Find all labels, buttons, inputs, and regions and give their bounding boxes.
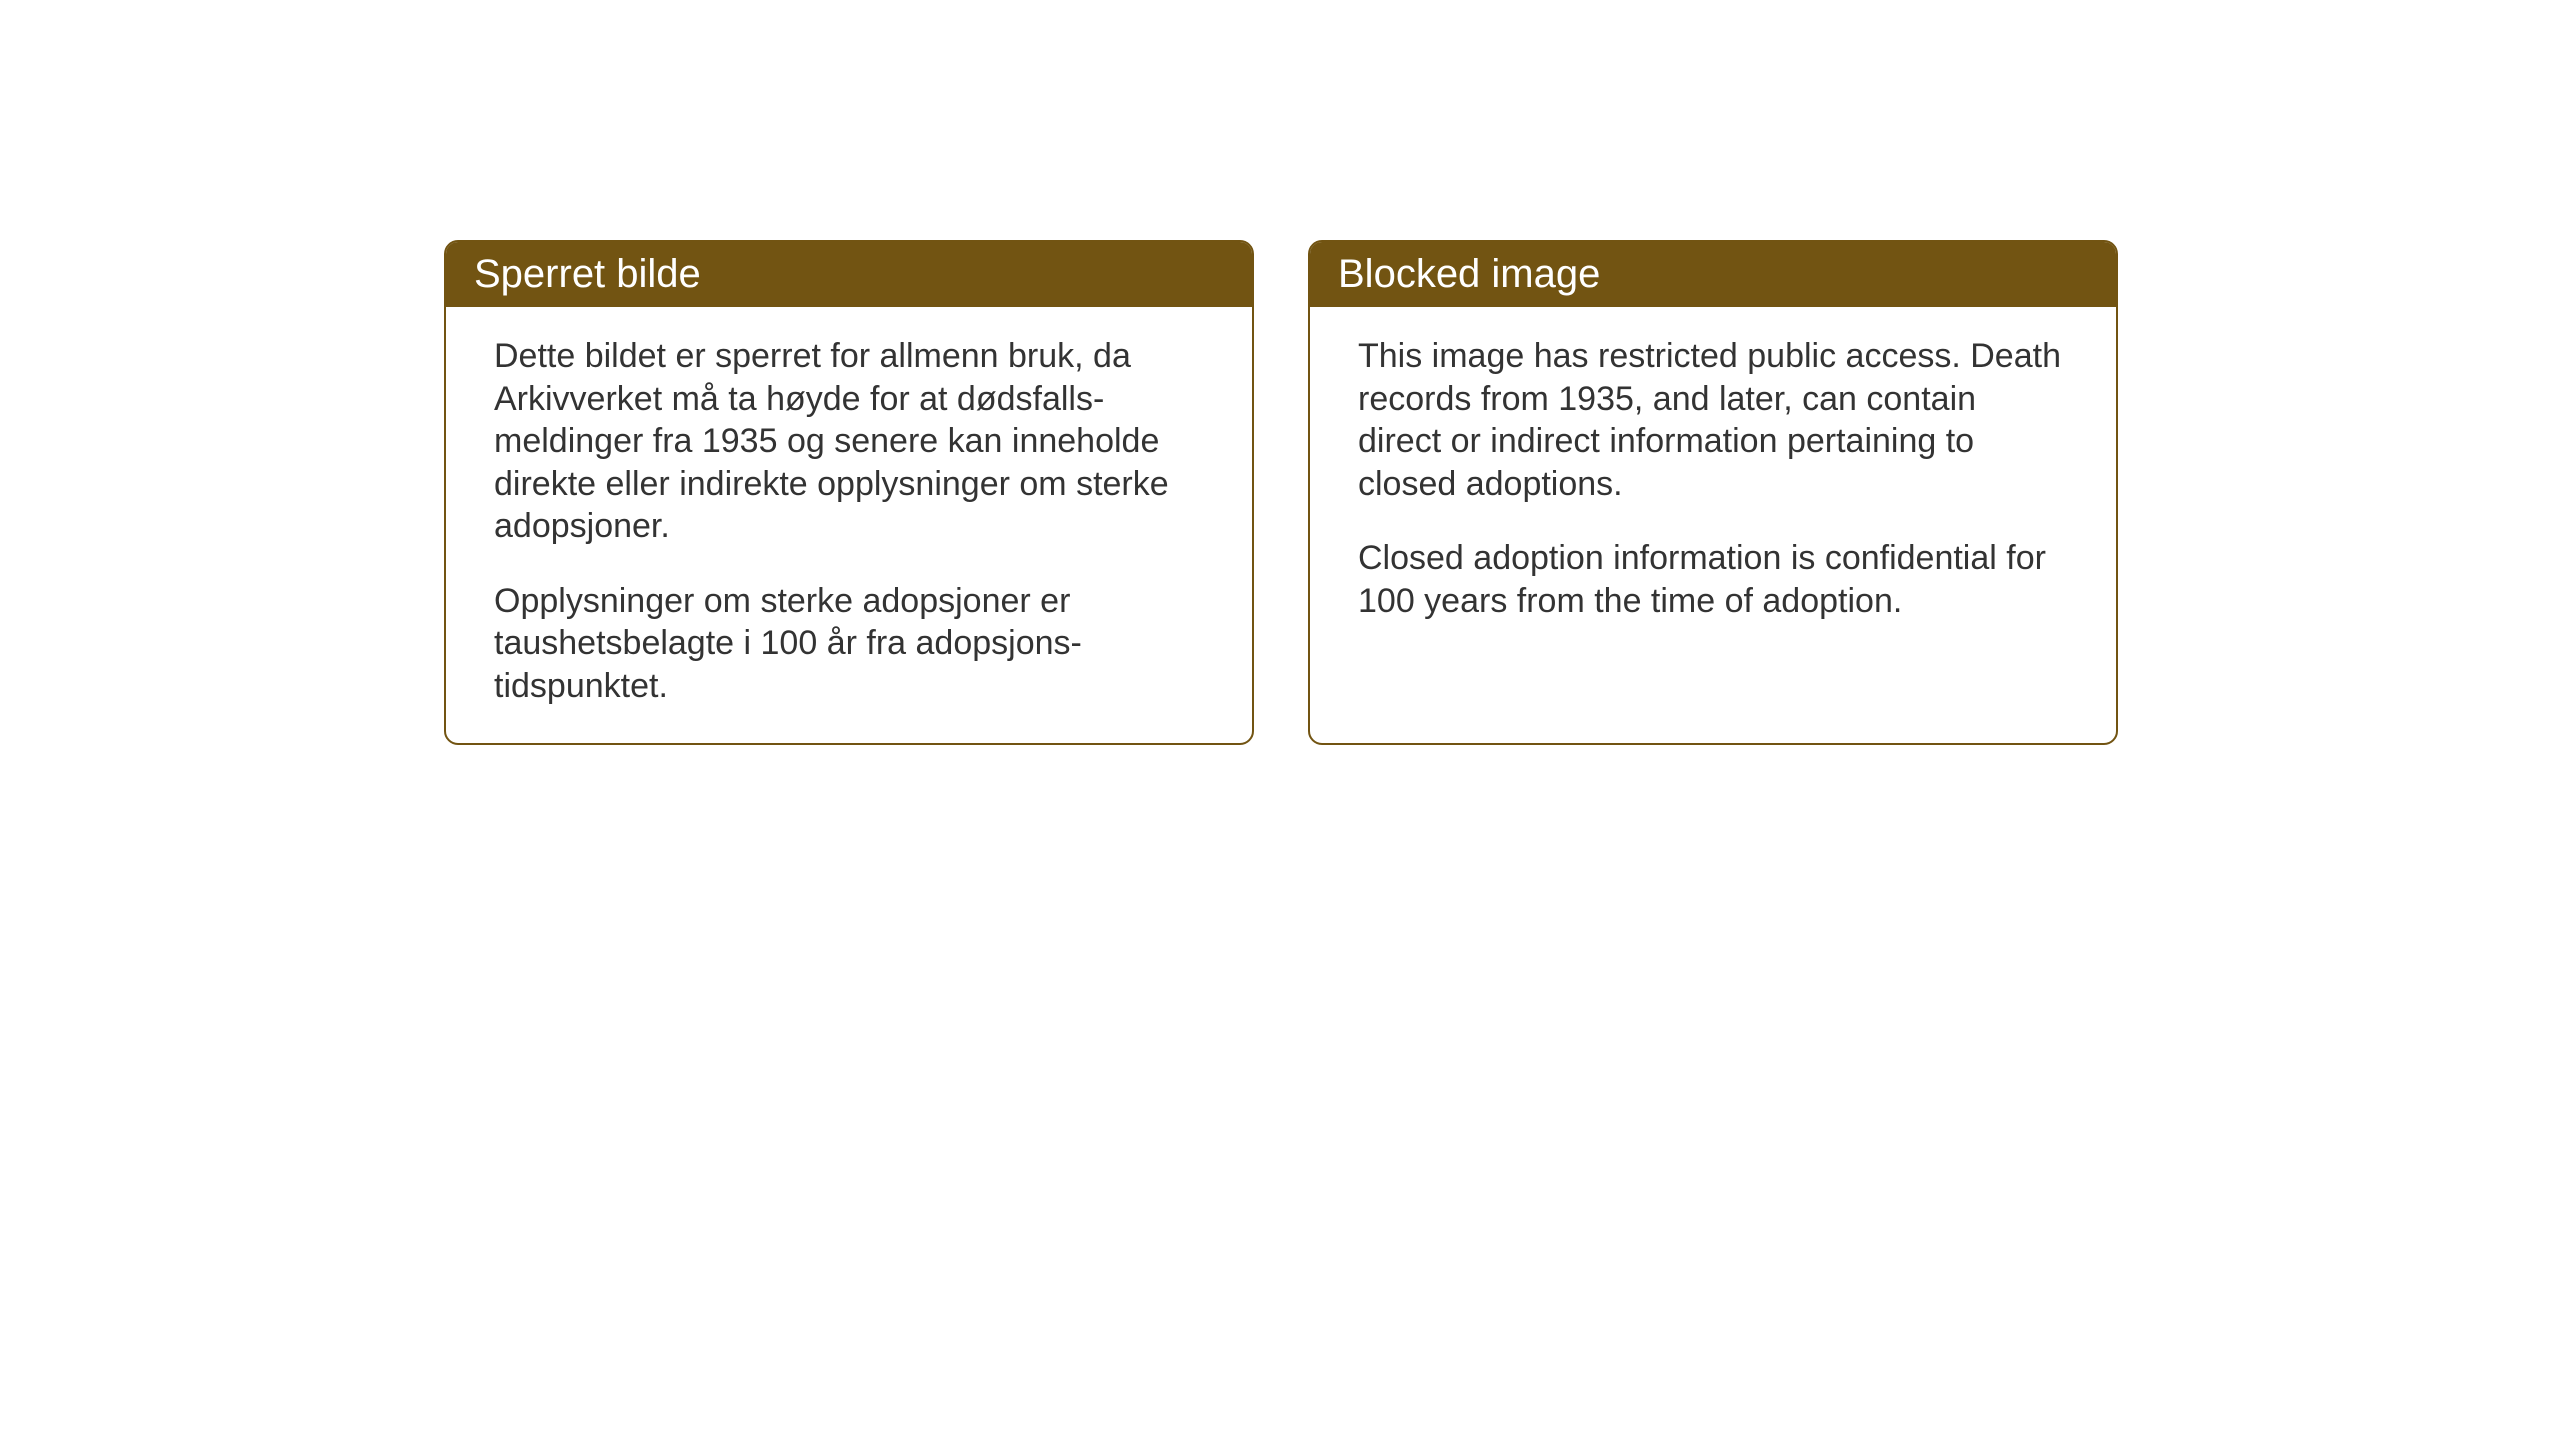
norwegian-paragraph-2: Opplysninger om sterke adopsjoner er tau… (494, 580, 1204, 708)
norwegian-paragraph-1: Dette bildet er sperret for allmenn bruk… (494, 335, 1204, 548)
norwegian-card-title: Sperret bilde (446, 242, 1252, 307)
notice-cards-container: Sperret bilde Dette bildet er sperret fo… (444, 240, 2118, 745)
english-card-body: This image has restricted public access.… (1310, 307, 2116, 717)
english-paragraph-1: This image has restricted public access.… (1358, 335, 2068, 505)
english-notice-card: Blocked image This image has restricted … (1308, 240, 2118, 745)
norwegian-notice-card: Sperret bilde Dette bildet er sperret fo… (444, 240, 1254, 745)
english-card-title: Blocked image (1310, 242, 2116, 307)
norwegian-card-body: Dette bildet er sperret for allmenn bruk… (446, 307, 1252, 743)
english-paragraph-2: Closed adoption information is confident… (1358, 537, 2068, 622)
